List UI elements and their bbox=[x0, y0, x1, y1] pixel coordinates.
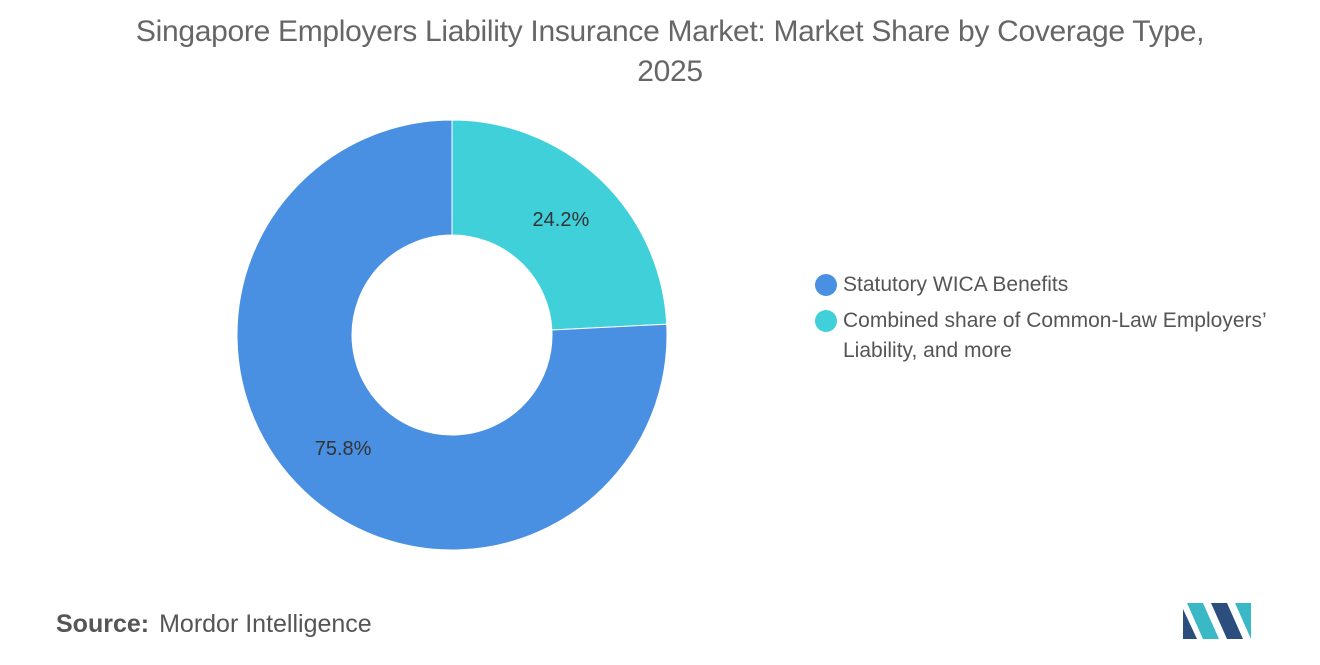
mordor-intelligence-logo bbox=[1183, 603, 1251, 639]
legend-label-statutory: Statutory WICA Benefits bbox=[843, 273, 1069, 296]
legend-item-statutory[interactable]: Statutory WICA Benefits bbox=[815, 270, 1315, 300]
source-value: Mordor Intelligence bbox=[159, 610, 372, 638]
legend-swatch-common-law bbox=[815, 310, 837, 332]
slice-common-law[interactable] bbox=[451, 119, 668, 331]
slice-common-law-value-label: 24.2% bbox=[533, 209, 590, 231]
source-note: Source: Mordor Intelligence bbox=[56, 610, 372, 639]
legend-item-common-law[interactable]: Combined share of Common-Law Employers’ … bbox=[815, 306, 1315, 366]
chart-legend: Statutory WICA Benefits Combined share o… bbox=[815, 270, 1315, 372]
chart-title: Singapore Employers Liability Insurance … bbox=[135, 15, 1205, 88]
legend-label-common-law: Combined share of Common-Law Employers’ … bbox=[843, 309, 1266, 362]
slice-statutory[interactable] bbox=[236, 119, 668, 551]
slice-statutory-value-label: 75.8% bbox=[315, 438, 372, 460]
legend-swatch-statutory bbox=[815, 274, 837, 296]
source-label: Source: bbox=[56, 610, 150, 638]
